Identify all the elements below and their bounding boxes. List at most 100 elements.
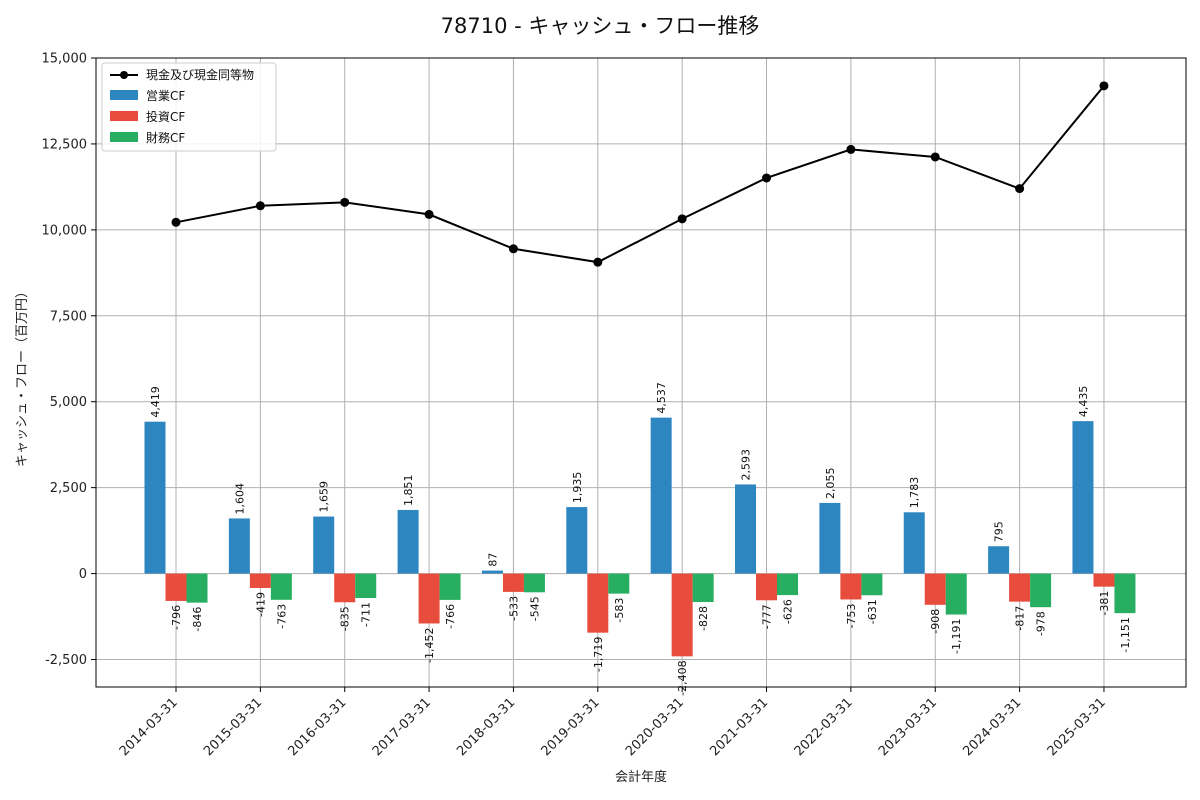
cash-point [424,209,434,219]
x-tick-label: 2023-03-31 [876,695,940,759]
bar-投資CF [1009,573,1031,602]
bar-財務CF [355,573,377,599]
bar-data-label: 4,435 [1077,386,1090,418]
bar-data-label: -583 [613,598,626,623]
bar-投資CF [671,573,693,657]
cash-point [677,214,687,224]
x-tick-label: 2020-03-31 [623,695,687,759]
bar-財務CF [861,573,883,596]
cash-point [846,144,856,154]
bar-data-label: 87 [486,553,499,567]
bar-投資CF [334,573,356,603]
x-tick-label: 2014-03-31 [117,695,181,759]
cash-point [762,173,772,183]
bar-data-label: -631 [866,599,879,624]
legend-swatch [110,111,138,121]
bar-data-label: -796 [170,605,183,630]
bar-data-label: -817 [1014,606,1027,631]
x-tick-label: 2022-03-31 [792,695,856,759]
bar-data-label: -626 [782,599,795,624]
bar-data-label: -1,191 [950,619,963,654]
bar-営業CF [397,509,419,574]
bar-営業CF [819,502,841,574]
legend-line-marker [120,71,128,79]
x-tick-label: 2021-03-31 [707,695,771,759]
bar-財務CF [692,573,714,603]
bar-投資CF [165,573,187,601]
x-tick-label: 2019-03-31 [539,695,603,759]
x-axis-title: 会計年度 [615,769,667,785]
y-tick-label: 2,500 [50,481,87,496]
bar-財務CF [777,573,799,596]
y-axis-title: キャッシュ・フロー（百万円） [15,285,30,467]
bar-data-label: -846 [191,607,204,632]
cash-point [508,244,518,254]
x-tick-label: 2018-03-31 [454,695,518,759]
bar-営業CF [903,512,925,574]
bar-data-label: 1,851 [402,474,415,506]
bar-営業CF [313,516,335,574]
bar-data-label: -2,408 [676,660,689,695]
bar-data-label: 1,783 [908,477,921,509]
bar-財務CF [608,573,630,594]
bar-data-label: 1,659 [318,481,331,513]
bar-財務CF [270,573,292,600]
bar-data-label: -835 [339,606,352,631]
legend-label: 財務CF [146,130,185,145]
bar-data-label: -711 [360,602,373,627]
plot-frame [95,57,1187,688]
legend-box [101,62,277,152]
bar-data-label: -1,452 [423,627,436,662]
bar-財務CF [186,573,208,603]
bar-営業CF [1072,421,1094,574]
cash-point [255,201,265,211]
cash-point [593,257,603,267]
bar-投資CF [756,573,778,601]
bar-data-label: 4,537 [655,382,668,414]
bar-data-label: 2,593 [740,449,753,481]
bar-財務CF [523,573,545,593]
bar-営業CF [228,518,250,574]
cash-point [1015,184,1025,194]
cash-point [1099,81,1109,91]
x-tick-label: 2025-03-31 [1045,695,1109,759]
bar-営業CF [650,417,672,574]
bar-data-label: -753 [845,603,858,628]
legend-swatch [110,132,138,142]
bar-営業CF [481,570,503,574]
y-tick-label: 15,000 [42,52,88,67]
bar-財務CF [1030,573,1052,608]
y-tick-label: 10,000 [42,223,88,238]
cash-point [171,217,181,227]
y-tick-label: 0 [79,567,87,582]
y-tick-label: -2,500 [45,653,87,668]
bar-data-label: 1,935 [571,472,584,504]
bar-data-label: 4,419 [149,386,162,418]
bar-data-label: -908 [929,609,942,634]
legend-label: 投資CF [146,109,185,124]
legend-label: 営業CF [146,89,185,103]
bar-投資CF [840,573,862,600]
bar-data-label: -978 [1035,611,1048,636]
bar-営業CF [735,484,757,574]
bar-営業CF [566,507,588,574]
cash-point [340,197,350,207]
bar-投資CF [587,573,609,633]
bar-data-label: 2,055 [824,467,837,499]
legend-swatch [110,90,138,100]
bar-data-label: -766 [444,604,457,629]
y-tick-label: 5,000 [50,395,87,410]
x-tick-label: 2017-03-31 [370,695,434,759]
bar-data-label: -381 [1098,591,1111,616]
x-tick-label: 2024-03-31 [960,695,1024,759]
bar-data-label: -1,719 [592,637,605,672]
bar-営業CF [144,421,166,574]
bar-data-label: -763 [275,604,288,629]
legend-label: 現金及び現金同等物 [146,67,254,82]
bar-data-label: -545 [528,596,541,621]
y-tick-label: 7,500 [50,309,87,324]
cash-point [930,152,940,162]
bar-data-label: 795 [993,521,1006,542]
bar-data-label: 1,604 [233,483,246,515]
bar-投資CF [418,573,440,624]
